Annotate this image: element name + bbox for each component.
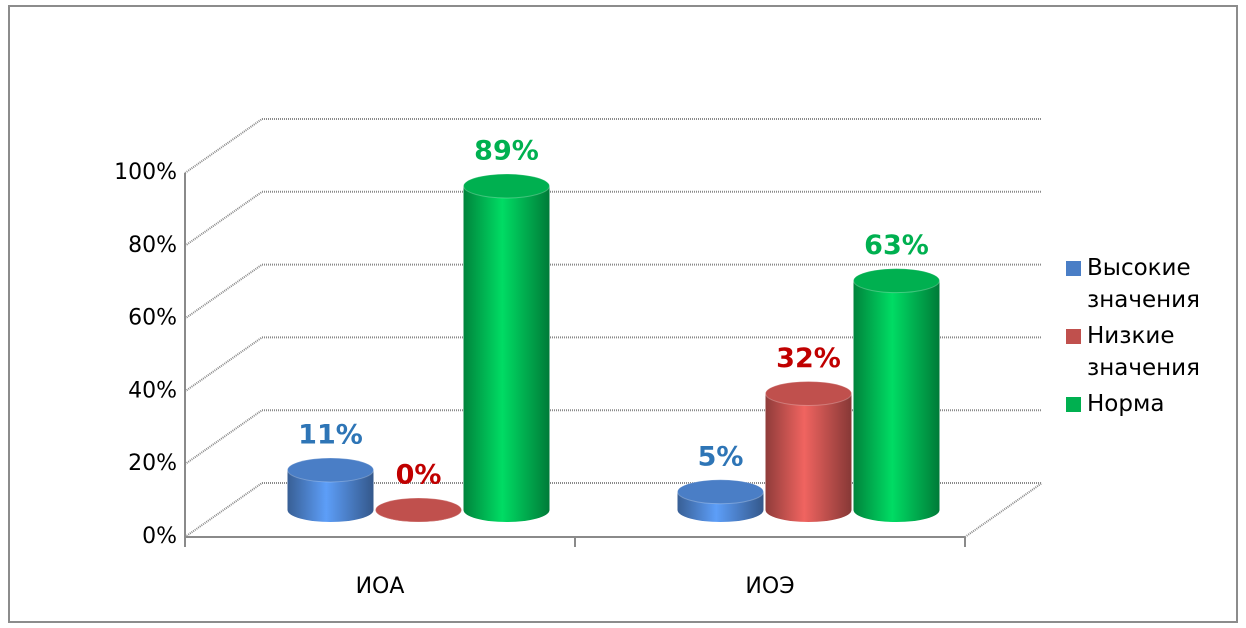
data-label: 32% bbox=[776, 343, 841, 374]
bar-top bbox=[765, 381, 852, 407]
x-tick-label: ИОЭ bbox=[745, 574, 794, 599]
legend-swatch bbox=[1066, 329, 1081, 344]
y-tick-label: 0% bbox=[142, 524, 177, 549]
bar bbox=[853, 280, 940, 522]
grid-line-side bbox=[184, 118, 263, 174]
bar-top bbox=[287, 457, 374, 483]
data-label: 5% bbox=[698, 441, 744, 472]
data-label: 11% bbox=[298, 419, 363, 450]
legend: Высокие значения Низкие значения Норма bbox=[1066, 252, 1236, 424]
legend-item: Высокие значения bbox=[1066, 252, 1236, 316]
bar-top bbox=[375, 497, 462, 523]
legend-swatch bbox=[1066, 397, 1081, 412]
grid-line-side bbox=[184, 263, 263, 320]
bar bbox=[765, 393, 852, 522]
y-tick-label: 80% bbox=[128, 233, 177, 258]
legend-label: Высокие значения bbox=[1087, 255, 1200, 313]
x-tick-label: ИОА bbox=[356, 574, 405, 599]
grid-line-side bbox=[184, 482, 263, 538]
y-tick-label: 60% bbox=[128, 306, 177, 331]
data-label: 0% bbox=[396, 460, 442, 491]
bar-top bbox=[463, 173, 550, 199]
y-tick-label: 100% bbox=[114, 160, 177, 185]
y-tick-label: 20% bbox=[128, 451, 177, 476]
frame bbox=[8, 5, 1238, 623]
legend-label: Норма bbox=[1087, 391, 1165, 417]
legend-item: Норма bbox=[1066, 388, 1236, 420]
data-label: 63% bbox=[864, 230, 929, 261]
legend-item: Низкие значения bbox=[1066, 320, 1236, 384]
grid-line-side bbox=[184, 336, 263, 393]
legend-swatch bbox=[1066, 261, 1081, 276]
bar-top bbox=[677, 479, 764, 505]
bar bbox=[287, 469, 374, 522]
y-tick-label: 40% bbox=[128, 378, 177, 403]
data-label: 89% bbox=[474, 136, 539, 167]
grid-line-side bbox=[184, 190, 263, 247]
legend-label: Низкие значения bbox=[1087, 323, 1200, 381]
floor-edge bbox=[964, 482, 1043, 538]
bar-top bbox=[853, 268, 940, 294]
grid-line-side bbox=[184, 409, 263, 466]
bar bbox=[463, 186, 550, 523]
